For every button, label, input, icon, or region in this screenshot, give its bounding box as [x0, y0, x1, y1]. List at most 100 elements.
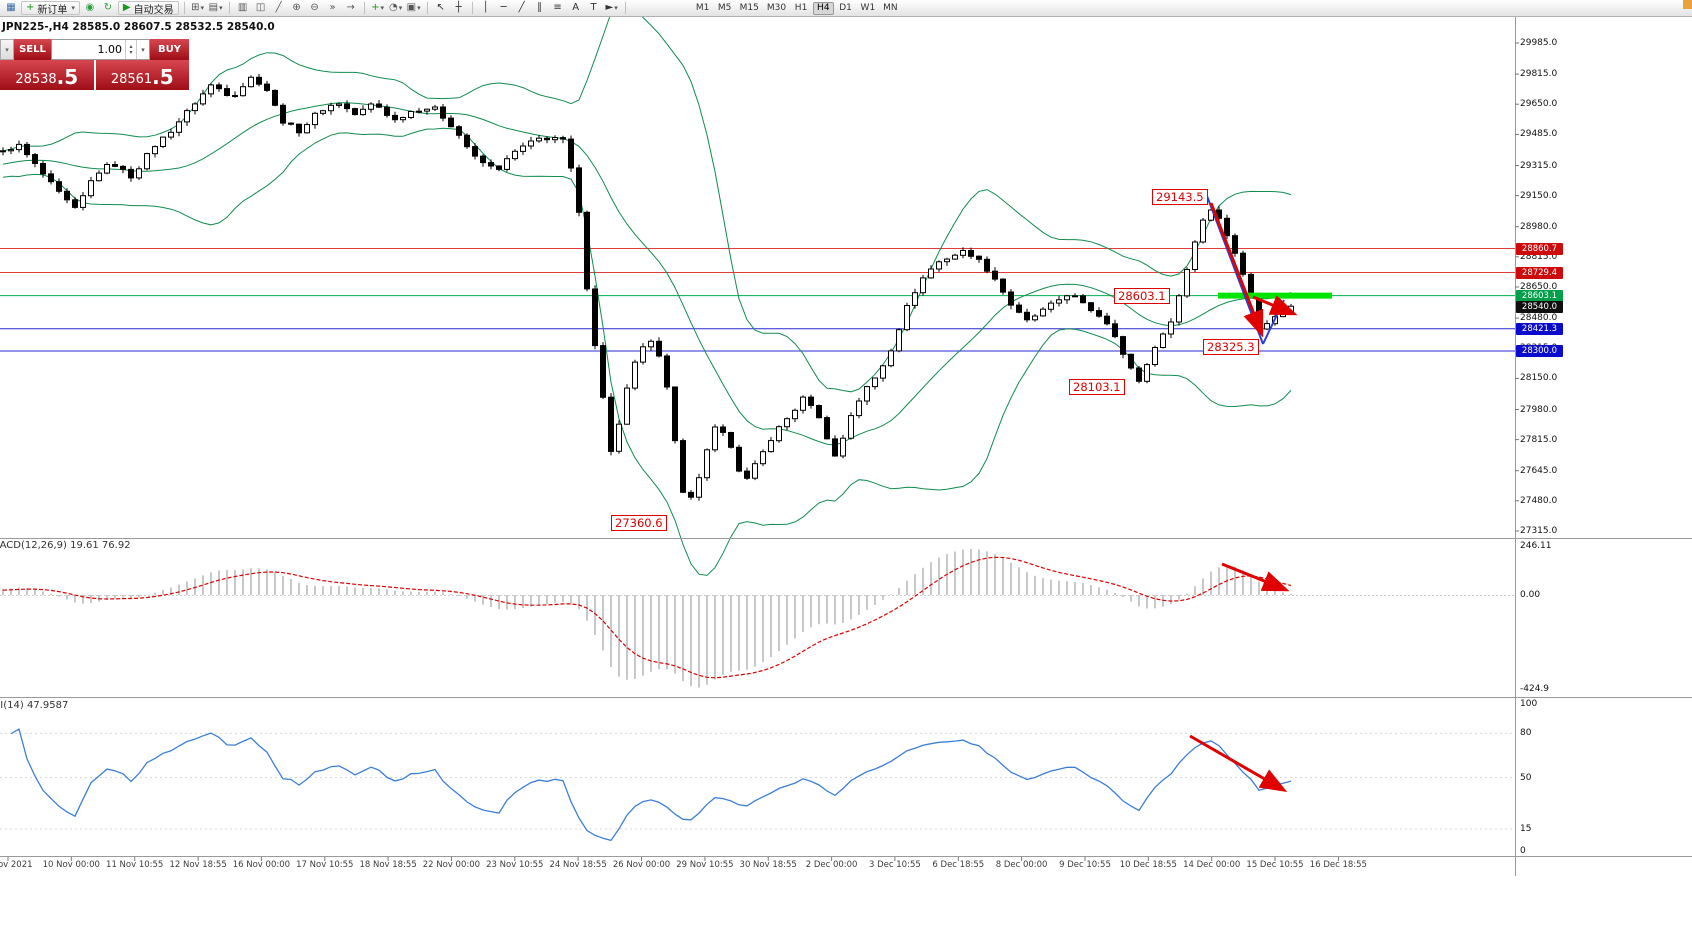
volume-spinner[interactable]: ▴ ▾: [125, 40, 136, 59]
spinner-up-icon[interactable]: ▴: [129, 42, 133, 50]
refresh-icon: ↻: [103, 2, 113, 13]
notification-icon[interactable]: [1683, 0, 1692, 9]
equidistant-channel-icon[interactable]: ∥: [532, 1, 548, 15]
market-watch-icon[interactable]: ◉: [82, 1, 98, 15]
price-axis-label: 28650.0: [1520, 282, 1558, 292]
price-level-tag: 28860.7: [1516, 242, 1563, 255]
price-axis-label: 27480.0: [1520, 495, 1558, 506]
trendline-icon[interactable]: ╱: [514, 1, 530, 15]
macd-axis-label: 0.00: [1520, 590, 1541, 600]
trendline-icon: ╱: [518, 2, 525, 13]
price-axis-label: 29150.0: [1520, 190, 1558, 201]
toolbar-separator: [228, 2, 230, 14]
price-annotation: 28325.3: [1203, 339, 1259, 355]
zoom-in-icon[interactable]: ⊕: [289, 1, 305, 15]
volume-dropdown-icon[interactable]: ▾: [136, 40, 149, 59]
time-axis-label: 8 Dec 00:00: [995, 860, 1048, 870]
toolbar: ▦ + 新订单 ▾ ◉ ↻ ▶ 自动交易 ⊞ ▾ ▤ ▾ ▥ ◫ ╱ ⊕ ⊖» → + ▾ ◔ ▾ ▣ ▾ ↖ ┼ │ ─ ╱ ∥ ≡ A T ►…: [0, 0, 1692, 17]
chart-shift-icon: →: [346, 2, 355, 13]
chart-shift-icon[interactable]: →: [343, 1, 359, 15]
auto-scroll-icon: »: [329, 2, 336, 13]
timeframe-w1-button[interactable]: W1: [860, 3, 876, 13]
timeframe-m5-button[interactable]: M5: [717, 3, 732, 13]
time-axis-label: 10 Nov 00:00: [42, 860, 100, 870]
horizontal-line-icon[interactable]: ─: [496, 1, 512, 15]
price-annotation: 29143.5: [1152, 189, 1208, 205]
time-axis-label: 16 Nov 00:00: [232, 860, 291, 870]
fibonacci-icon: ≡: [553, 2, 562, 13]
timeframe-h4-button[interactable]: H4: [813, 1, 834, 15]
rsi-axis-label: 80: [1520, 728, 1532, 739]
price-axis-label: 29815.0: [1520, 69, 1558, 80]
bar-chart-icon: ▥: [237, 2, 248, 13]
periods-icon: ◔: [388, 2, 398, 13]
text-icon[interactable]: A: [568, 1, 584, 15]
dropdown-arrow-icon: ▾: [219, 4, 223, 12]
price-axis-label: 27645.0: [1520, 465, 1558, 476]
dropdown-arrow-icon: ▾: [380, 4, 385, 12]
vertical-line-icon[interactable]: │: [478, 1, 494, 15]
refresh-icon[interactable]: ↻: [100, 1, 116, 15]
time-axis-label: 14 Dec 00:00: [1183, 860, 1241, 870]
timeframe-m1-button[interactable]: M1: [695, 3, 710, 13]
arrows-tool-icon: ►: [605, 2, 614, 13]
buy-button[interactable]: BUY: [150, 39, 189, 60]
sell-price-button[interactable]: 28538.5: [0, 60, 94, 90]
text-label-icon[interactable]: T: [586, 1, 602, 15]
toolbar-spacer: [631, 8, 691, 9]
crosshair-icon: ┼: [455, 2, 462, 13]
buy-price-main: 28561: [110, 71, 153, 87]
buy-price-button[interactable]: 28561.5: [95, 60, 189, 90]
rsi-axis-label: 0: [1520, 846, 1526, 856]
timeframe-mn-button[interactable]: MN: [883, 3, 898, 13]
time-axis-label: 9 Nov 2021: [0, 860, 33, 870]
periods-icon[interactable]: ◔ ▾: [388, 1, 404, 15]
new-chart-icon[interactable]: ⊞ ▾: [190, 1, 206, 15]
auto-trading-button[interactable]: ▶ 自动交易: [117, 1, 179, 16]
time-axis-label: 18 Nov 18:55: [359, 860, 417, 870]
trade-panel-collapse-button[interactable]: ▾: [0, 39, 14, 60]
volume-value[interactable]: 1.00: [97, 43, 123, 56]
charts-window-icon[interactable]: ▦: [3, 1, 19, 15]
timeframe-d1-button[interactable]: D1: [839, 3, 852, 13]
cursor-icon[interactable]: ↖: [433, 1, 449, 15]
collapse-arrow-icon: ▾: [5, 45, 9, 54]
candlestick-chart-icon[interactable]: ◫: [253, 1, 269, 15]
time-axis-label: 2 Dec 00:00: [805, 860, 858, 870]
spinner-down-icon[interactable]: ▾: [129, 48, 133, 56]
indicators-icon: +: [371, 2, 380, 13]
zoom-in-icon: ⊕: [292, 2, 301, 13]
fibonacci-icon[interactable]: ≡: [550, 1, 566, 15]
sell-price-fraction: .5: [56, 65, 79, 89]
auto-scroll-icon[interactable]: »: [325, 1, 341, 15]
sell-button[interactable]: SELL: [14, 39, 51, 60]
timeframe-m30-button[interactable]: M30: [766, 3, 787, 13]
text-label-icon: T: [590, 2, 597, 13]
symbol-ohlc-line: JPN225-,H4 28585.0 28607.5 28532.5 28540…: [2, 21, 275, 33]
zoom-out-icon: ⊖: [310, 2, 319, 13]
time-axis-label: 30 Nov 18:55: [739, 860, 797, 870]
price-annotation: 27360.6: [611, 515, 667, 531]
crosshair-icon[interactable]: ┼: [451, 1, 467, 15]
price-axis-label: 29315.0: [1520, 160, 1558, 171]
arrows-tool-icon[interactable]: ► ▾: [604, 1, 620, 15]
dropdown-arrow-icon: ▾: [398, 4, 403, 12]
indicators-icon[interactable]: + ▾: [370, 1, 386, 15]
time-axis-label: 26 Nov 00:00: [612, 860, 671, 870]
line-chart-icon[interactable]: ╱: [271, 1, 287, 15]
templates-icon[interactable]: ▣ ▾: [406, 1, 422, 15]
new-order-button[interactable]: + 新订单 ▾: [21, 1, 80, 16]
timeframe-m15-button[interactable]: M15: [739, 3, 759, 13]
volume-input[interactable]: 1.00 ▴ ▾ ▾: [51, 39, 150, 60]
rsi-axis-label: 15: [1520, 824, 1532, 834]
timeframe-h1-button[interactable]: H1: [794, 3, 808, 13]
cursor-icon: ↖: [436, 2, 445, 13]
text-icon: A: [572, 2, 580, 13]
toolbar-separator: [624, 2, 626, 14]
bar-chart-icon[interactable]: ▥: [235, 1, 251, 15]
profiles-icon[interactable]: ▤ ▾: [208, 1, 224, 15]
time-axis-label: 15 Dec 10:55: [1246, 860, 1304, 870]
zoom-out-icon[interactable]: ⊖: [307, 1, 323, 15]
dropdown-arrow-icon: ▾: [200, 4, 205, 12]
